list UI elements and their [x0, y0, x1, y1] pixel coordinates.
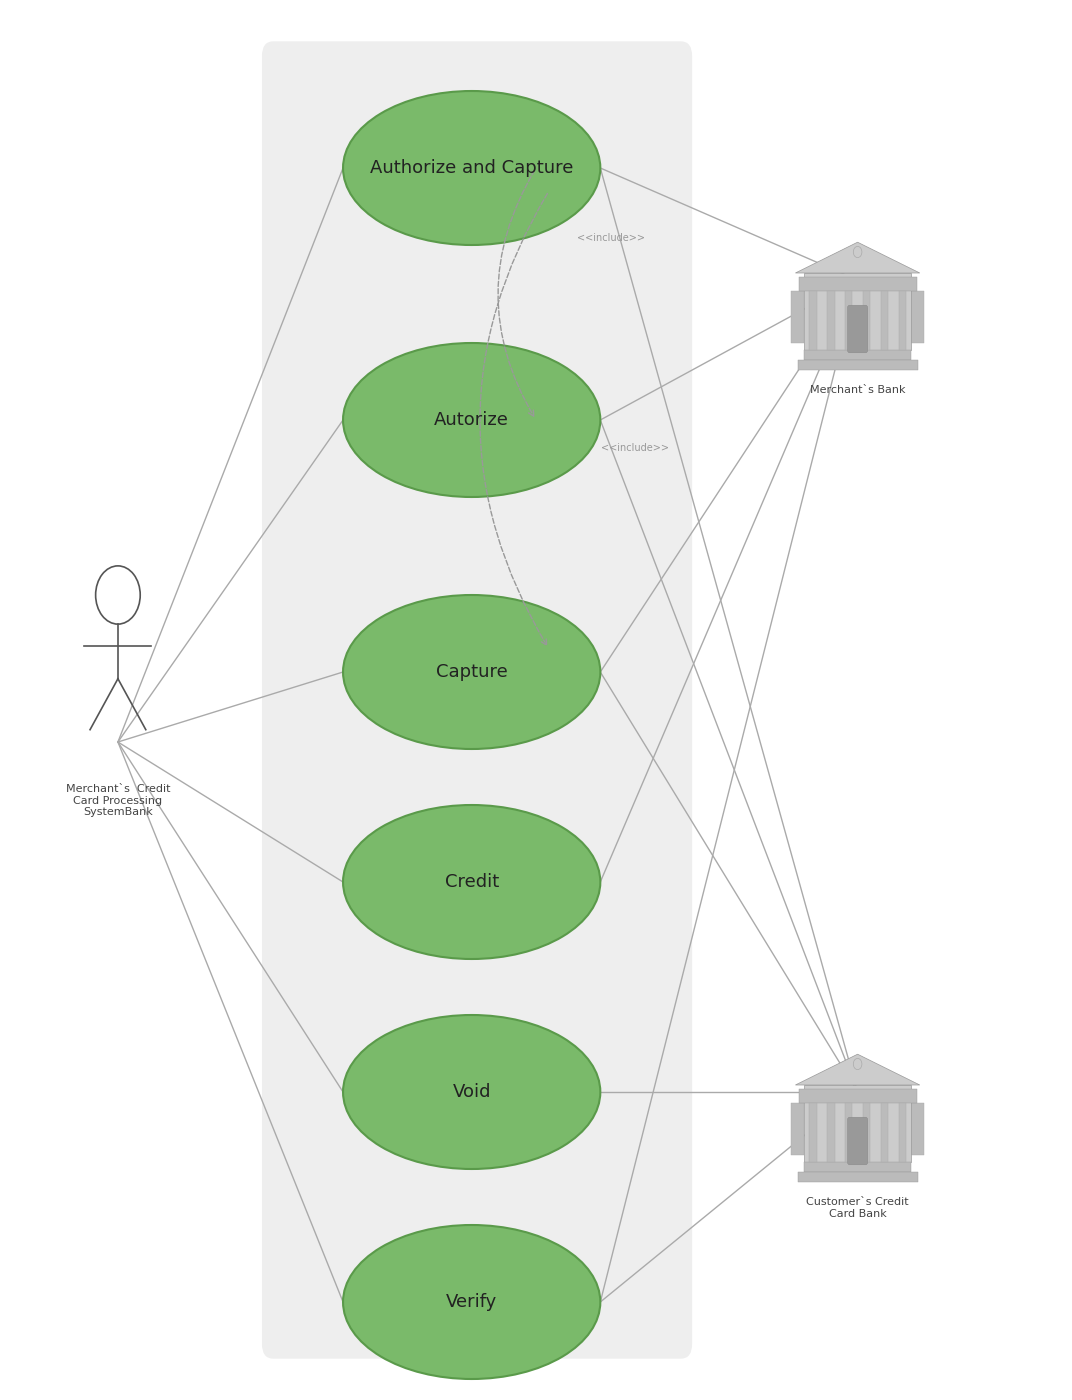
- Polygon shape: [795, 242, 920, 273]
- FancyBboxPatch shape: [804, 273, 911, 350]
- FancyBboxPatch shape: [804, 1162, 911, 1172]
- FancyBboxPatch shape: [799, 277, 917, 291]
- FancyBboxPatch shape: [828, 291, 835, 350]
- FancyBboxPatch shape: [863, 1103, 870, 1162]
- FancyBboxPatch shape: [847, 1117, 868, 1165]
- Text: Merchant`s Bank: Merchant`s Bank: [809, 385, 906, 395]
- FancyBboxPatch shape: [809, 291, 817, 350]
- FancyBboxPatch shape: [791, 1103, 804, 1155]
- Circle shape: [853, 246, 862, 258]
- Ellipse shape: [343, 805, 600, 959]
- Ellipse shape: [343, 1225, 600, 1379]
- FancyBboxPatch shape: [799, 1089, 917, 1103]
- FancyBboxPatch shape: [798, 1172, 918, 1182]
- FancyBboxPatch shape: [798, 360, 918, 370]
- FancyBboxPatch shape: [881, 291, 888, 350]
- FancyBboxPatch shape: [809, 1103, 817, 1162]
- FancyBboxPatch shape: [881, 1103, 888, 1162]
- FancyBboxPatch shape: [263, 42, 691, 1358]
- Text: <<include>>: <<include>>: [600, 442, 669, 454]
- FancyBboxPatch shape: [911, 291, 924, 343]
- Circle shape: [853, 1058, 862, 1070]
- Ellipse shape: [343, 91, 600, 245]
- Text: <<include>>: <<include>>: [577, 232, 645, 244]
- FancyBboxPatch shape: [845, 291, 852, 350]
- Text: Merchant`s  Credit
Card Processing
SystemBank: Merchant`s Credit Card Processing System…: [65, 784, 170, 818]
- FancyBboxPatch shape: [898, 1103, 906, 1162]
- FancyBboxPatch shape: [847, 305, 868, 353]
- Text: Autorize: Autorize: [434, 412, 509, 428]
- Text: Authorize and Capture: Authorize and Capture: [370, 160, 574, 176]
- FancyBboxPatch shape: [911, 1103, 924, 1155]
- Text: Capture: Capture: [436, 664, 507, 680]
- Text: Customer`s Credit
Card Bank: Customer`s Credit Card Bank: [806, 1197, 909, 1218]
- Text: Void: Void: [452, 1084, 491, 1100]
- Ellipse shape: [343, 343, 600, 497]
- Text: Credit: Credit: [445, 874, 498, 890]
- Ellipse shape: [343, 1015, 600, 1169]
- FancyBboxPatch shape: [828, 1103, 835, 1162]
- FancyBboxPatch shape: [804, 350, 911, 360]
- Polygon shape: [795, 1054, 920, 1085]
- FancyBboxPatch shape: [804, 1085, 911, 1162]
- FancyBboxPatch shape: [791, 291, 804, 343]
- Ellipse shape: [343, 595, 600, 749]
- FancyBboxPatch shape: [898, 291, 906, 350]
- FancyBboxPatch shape: [863, 291, 870, 350]
- Text: Verify: Verify: [446, 1294, 497, 1310]
- FancyBboxPatch shape: [845, 1103, 852, 1162]
